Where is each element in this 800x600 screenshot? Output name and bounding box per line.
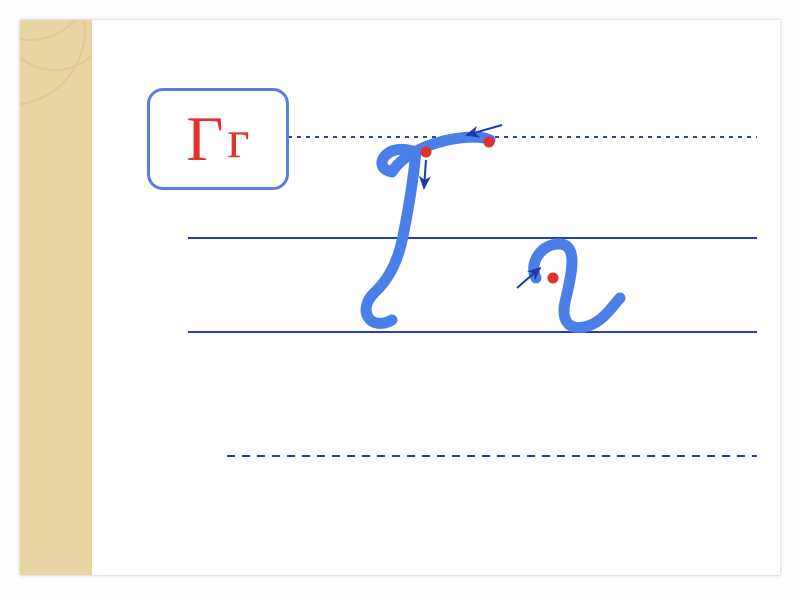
decorative-side-strip — [20, 20, 92, 575]
stroke-direction-arrows — [424, 125, 540, 288]
slide-frame: Гг — [20, 20, 780, 575]
letter-strokes — [366, 137, 620, 327]
content-area: Гг — [92, 20, 780, 575]
printed-letter-uppercase: Г — [186, 107, 223, 171]
printed-letter-box: Гг — [147, 88, 289, 190]
printed-letter-lowercase: г — [227, 112, 249, 166]
side-strip-arcs — [20, 20, 92, 575]
